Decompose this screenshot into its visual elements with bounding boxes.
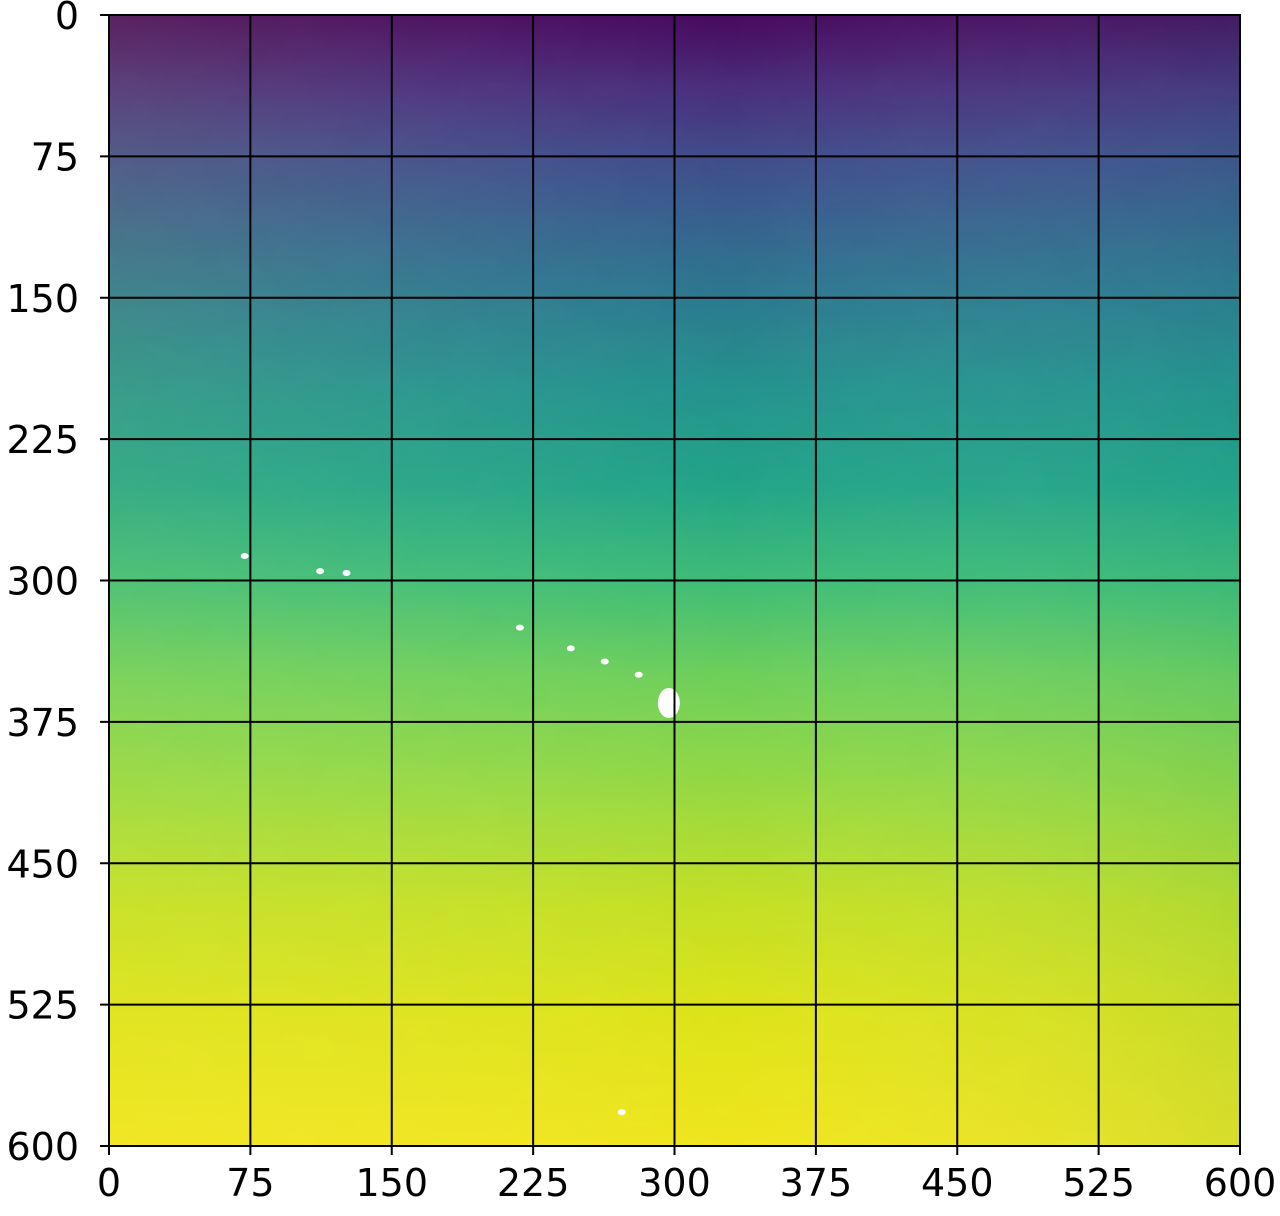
x-tick-label: 375 [780,1161,853,1205]
y-tick-label: 375 [6,701,79,745]
missing-value-patch [566,645,575,652]
y-tick-label: 75 [31,135,79,179]
missing-value-patch [240,552,249,559]
y-axis: 0 75 150 225 300 375 450 525 600 [6,0,109,1169]
missing-value-patch [342,569,351,576]
x-tick-label: 300 [638,1161,711,1205]
missing-value-patch [600,658,609,665]
missing-value-patch [515,624,524,631]
y-tick-label: 450 [6,842,79,886]
x-tick-label: 525 [1062,1161,1135,1205]
x-tick-label: 225 [497,1161,570,1205]
y-tick-label: 600 [6,1125,79,1169]
y-tick-label: 0 [55,0,79,38]
missing-value-patch [316,568,325,575]
missing-value-patch [617,1109,626,1116]
missing-value-patch [634,671,643,678]
x-axis: 0 75 150 225 300 375 450 525 600 [97,1146,1276,1205]
x-tick-label: 0 [97,1161,121,1205]
y-tick-label: 525 [6,984,79,1028]
grid-lines [109,15,1240,1146]
x-tick-label: 75 [226,1161,274,1205]
y-tick-label: 225 [6,418,79,462]
x-tick-label: 150 [355,1161,428,1205]
plot-area [109,15,1240,1146]
y-tick-label: 150 [6,277,79,321]
x-tick-label: 450 [921,1161,994,1205]
y-tick-label: 300 [6,560,79,604]
x-tick-label: 600 [1204,1161,1277,1205]
missing-value-patch [657,688,680,719]
